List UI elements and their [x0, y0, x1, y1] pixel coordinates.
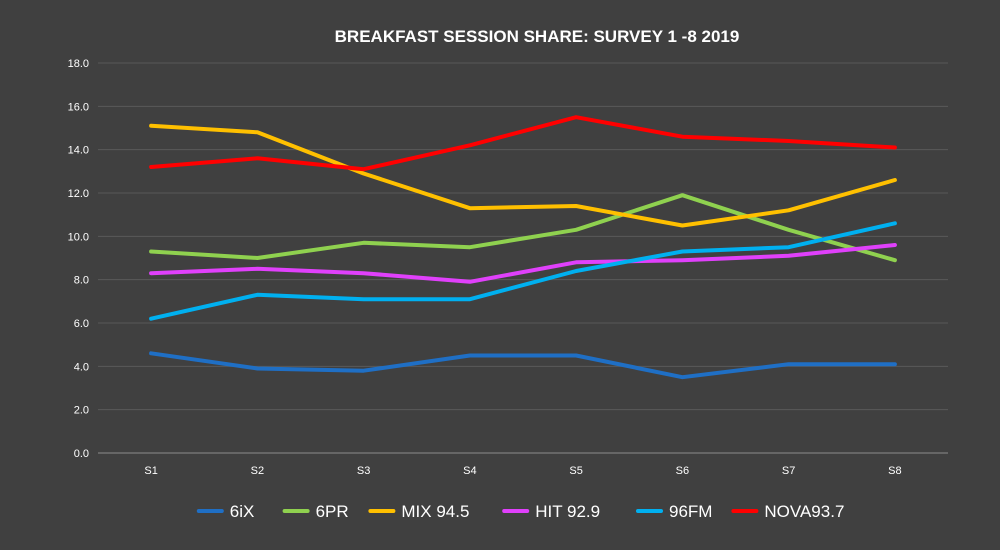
- legend-label: 6PR: [316, 502, 349, 521]
- legend-label: 96FM: [669, 502, 712, 521]
- y-tick-label: 6.0: [74, 318, 89, 330]
- legend-item: 6PR: [282, 502, 349, 521]
- series-lines: [149, 115, 897, 380]
- x-tick-label: S1: [144, 465, 157, 477]
- x-tick-label: S7: [782, 465, 795, 477]
- y-tick-label: 10.0: [68, 231, 89, 243]
- x-tick-label: S5: [569, 465, 582, 477]
- x-axis-ticks: S1 S2 S3 S4 S5 S6 S7 S8: [144, 465, 901, 477]
- y-tick-label: 8.0: [74, 275, 89, 287]
- y-axis-ticks: 0.0 2.0 4.0 6.0 8.0 10.0 12.0 14.0 16.0 18.0: [68, 58, 89, 460]
- x-tick-label: S6: [676, 465, 689, 477]
- legend-label: NOVA93.7: [764, 502, 844, 521]
- series-line-6ix: [149, 351, 897, 380]
- series-line-hit-92-9: [149, 243, 897, 284]
- legend-label: MIX 94.5: [401, 502, 469, 521]
- y-tick-label: 18.0: [68, 58, 89, 70]
- x-tick-label: S4: [463, 465, 476, 477]
- series-line-nova93-7: [149, 115, 897, 172]
- y-tick-label: 0.0: [74, 448, 89, 460]
- legend-label: 6iX: [230, 502, 255, 521]
- chart-title: BREAKFAST SESSION SHARE: SURVEY 1 -8 201…: [335, 27, 740, 46]
- x-tick-label: S2: [251, 465, 264, 477]
- x-tick-label: S8: [888, 465, 901, 477]
- legend-label: HIT 92.9: [535, 502, 600, 521]
- legend-item: MIX 94.5: [368, 502, 469, 521]
- legend-item: NOVA93.7: [731, 502, 844, 521]
- legend-item: 6iX: [196, 502, 255, 521]
- series-line-96fm: [149, 221, 897, 321]
- y-tick-label: 14.0: [68, 145, 89, 157]
- y-tick-label: 2.0: [74, 405, 89, 417]
- y-tick-label: 16.0: [68, 101, 89, 113]
- y-tick-label: 12.0: [68, 188, 89, 200]
- series-line-mix-94-5: [149, 123, 897, 228]
- legend: 6iX 6PR MIX 94.5 HIT 92.9 96FM NOVA93.7: [196, 502, 844, 521]
- series-line-6pr: [149, 193, 897, 263]
- legend-item: HIT 92.9: [502, 502, 600, 521]
- x-tick-label: S3: [357, 465, 370, 477]
- y-tick-label: 4.0: [74, 361, 89, 373]
- legend-item: 96FM: [636, 502, 712, 521]
